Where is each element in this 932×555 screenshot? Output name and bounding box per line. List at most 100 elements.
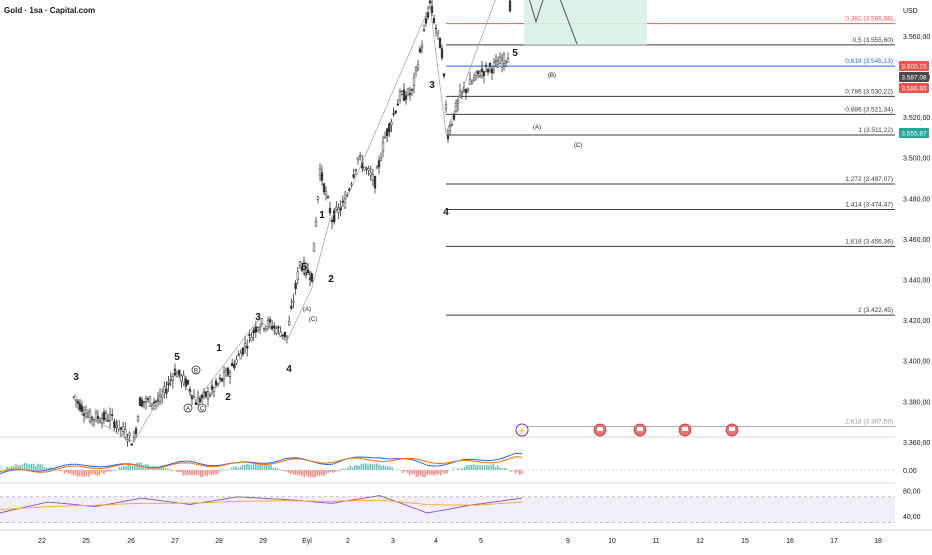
price-badge-label: 3.555,87 bbox=[901, 131, 927, 138]
macd-histogram-bar bbox=[444, 470, 446, 474]
fib-label: 0,886 (3.521,34) bbox=[845, 106, 893, 113]
macd-histogram-bar bbox=[389, 467, 391, 470]
candle-body bbox=[447, 136, 449, 139]
candle-body bbox=[118, 421, 120, 429]
x-tick-label: 10 bbox=[608, 538, 616, 545]
x-tick-label: 5 bbox=[479, 538, 483, 545]
x-tick-label: 22 bbox=[38, 538, 46, 545]
candle-body bbox=[259, 327, 261, 329]
macd-histogram-bar bbox=[28, 464, 30, 470]
macd-histogram-bar bbox=[240, 467, 242, 470]
candle-body bbox=[105, 413, 107, 418]
flag-icon-inner bbox=[682, 427, 688, 431]
candle-body bbox=[233, 364, 235, 368]
y-tick-label: 3.460,00 bbox=[903, 237, 930, 244]
macd-histogram-bar bbox=[79, 470, 81, 476]
macd-histogram-bar bbox=[490, 465, 492, 470]
candle-body bbox=[501, 60, 503, 67]
macd-histogram-bar bbox=[75, 470, 77, 475]
candle-body bbox=[85, 413, 87, 417]
wave-label: 5 bbox=[174, 352, 180, 363]
macd-histogram-bar bbox=[391, 467, 393, 470]
candle-body bbox=[409, 93, 411, 94]
macd-histogram-bar bbox=[235, 467, 237, 470]
candle-body bbox=[376, 167, 378, 168]
macd-histogram-bar bbox=[123, 466, 125, 470]
candle-body bbox=[83, 414, 85, 416]
macd-histogram-bar bbox=[314, 470, 316, 477]
candle-body bbox=[333, 210, 335, 222]
macd-histogram-bar bbox=[163, 468, 165, 470]
macd-histogram-bar bbox=[407, 470, 409, 473]
macd-histogram-bar bbox=[248, 464, 250, 470]
macd-histogram-bar bbox=[429, 470, 431, 475]
candle-body bbox=[439, 38, 441, 48]
macd-histogram-bar bbox=[303, 470, 305, 477]
macd-histogram-bar bbox=[88, 470, 90, 477]
macd-histogram-bar bbox=[213, 470, 215, 475]
macd-histogram-bar bbox=[83, 470, 85, 477]
candle-body bbox=[391, 122, 393, 124]
y-tick-label: 3.520,00 bbox=[903, 115, 930, 122]
macd-histogram-bar bbox=[506, 468, 508, 470]
candle-body bbox=[473, 78, 475, 80]
macd-histogram-bar bbox=[482, 465, 484, 470]
wave-label: 2 bbox=[328, 274, 334, 285]
macd-histogram-bar bbox=[398, 469, 400, 470]
macd-histogram-bar bbox=[182, 470, 184, 475]
candle-body bbox=[374, 176, 376, 188]
wave-label: C bbox=[200, 407, 205, 413]
macd-histogram-bar bbox=[328, 470, 330, 473]
candle-body bbox=[357, 158, 359, 160]
fib-label: 0,5 (3.555,60) bbox=[853, 37, 893, 44]
macd-histogram-bar bbox=[409, 470, 411, 475]
candle-body bbox=[378, 161, 380, 167]
macd-histogram-bar bbox=[479, 465, 481, 470]
macd-histogram-bar bbox=[200, 470, 202, 477]
candle-body bbox=[331, 220, 333, 222]
macd-histogram-bar bbox=[132, 466, 134, 470]
macd-histogram-bar bbox=[504, 468, 506, 470]
macd-histogram-bar bbox=[114, 470, 116, 471]
macd-histogram-bar bbox=[90, 470, 92, 474]
candle-body bbox=[79, 403, 81, 410]
macd-histogram-bar bbox=[306, 470, 308, 475]
macd-histogram-bar bbox=[193, 470, 195, 475]
x-tick-label: 12 bbox=[696, 538, 704, 545]
macd-histogram-bar bbox=[39, 464, 41, 470]
candle-body bbox=[95, 413, 97, 421]
macd-histogram-bar bbox=[6, 467, 8, 470]
candle-body bbox=[73, 397, 75, 398]
candle-body bbox=[205, 392, 207, 397]
wave-label: A bbox=[186, 407, 190, 413]
macd-histogram-bar bbox=[185, 470, 187, 475]
price-badge-label: 3.586,65 bbox=[901, 86, 927, 93]
candle-body bbox=[465, 89, 467, 93]
macd-histogram-bar bbox=[477, 465, 479, 470]
macd-histogram-bar bbox=[378, 465, 380, 470]
candle-body bbox=[327, 197, 329, 198]
candle-body bbox=[153, 402, 155, 403]
wave-label: (B) bbox=[548, 73, 556, 79]
candle-body bbox=[221, 378, 223, 381]
macd-histogram-bar bbox=[189, 470, 191, 475]
flag-icon-inner bbox=[637, 427, 643, 431]
macd-histogram-bar bbox=[105, 470, 107, 472]
y-tick-label: 3.420,00 bbox=[903, 318, 930, 325]
candle-body bbox=[244, 344, 246, 347]
macd-histogram-bar bbox=[435, 470, 437, 475]
fib-label: 2 (3.422,45) bbox=[858, 307, 893, 314]
candle-body bbox=[489, 63, 491, 66]
wave-label: 1 bbox=[216, 343, 222, 354]
candle-body bbox=[77, 401, 79, 403]
rsi-pane bbox=[0, 496, 895, 523]
candle-body bbox=[290, 306, 292, 308]
macd-histogram-bar bbox=[110, 470, 112, 472]
candle bbox=[149, 396, 151, 407]
candle-body bbox=[319, 169, 321, 176]
wave-label: (A) bbox=[303, 307, 311, 313]
candle-body bbox=[395, 111, 397, 113]
candle-body bbox=[295, 283, 297, 289]
